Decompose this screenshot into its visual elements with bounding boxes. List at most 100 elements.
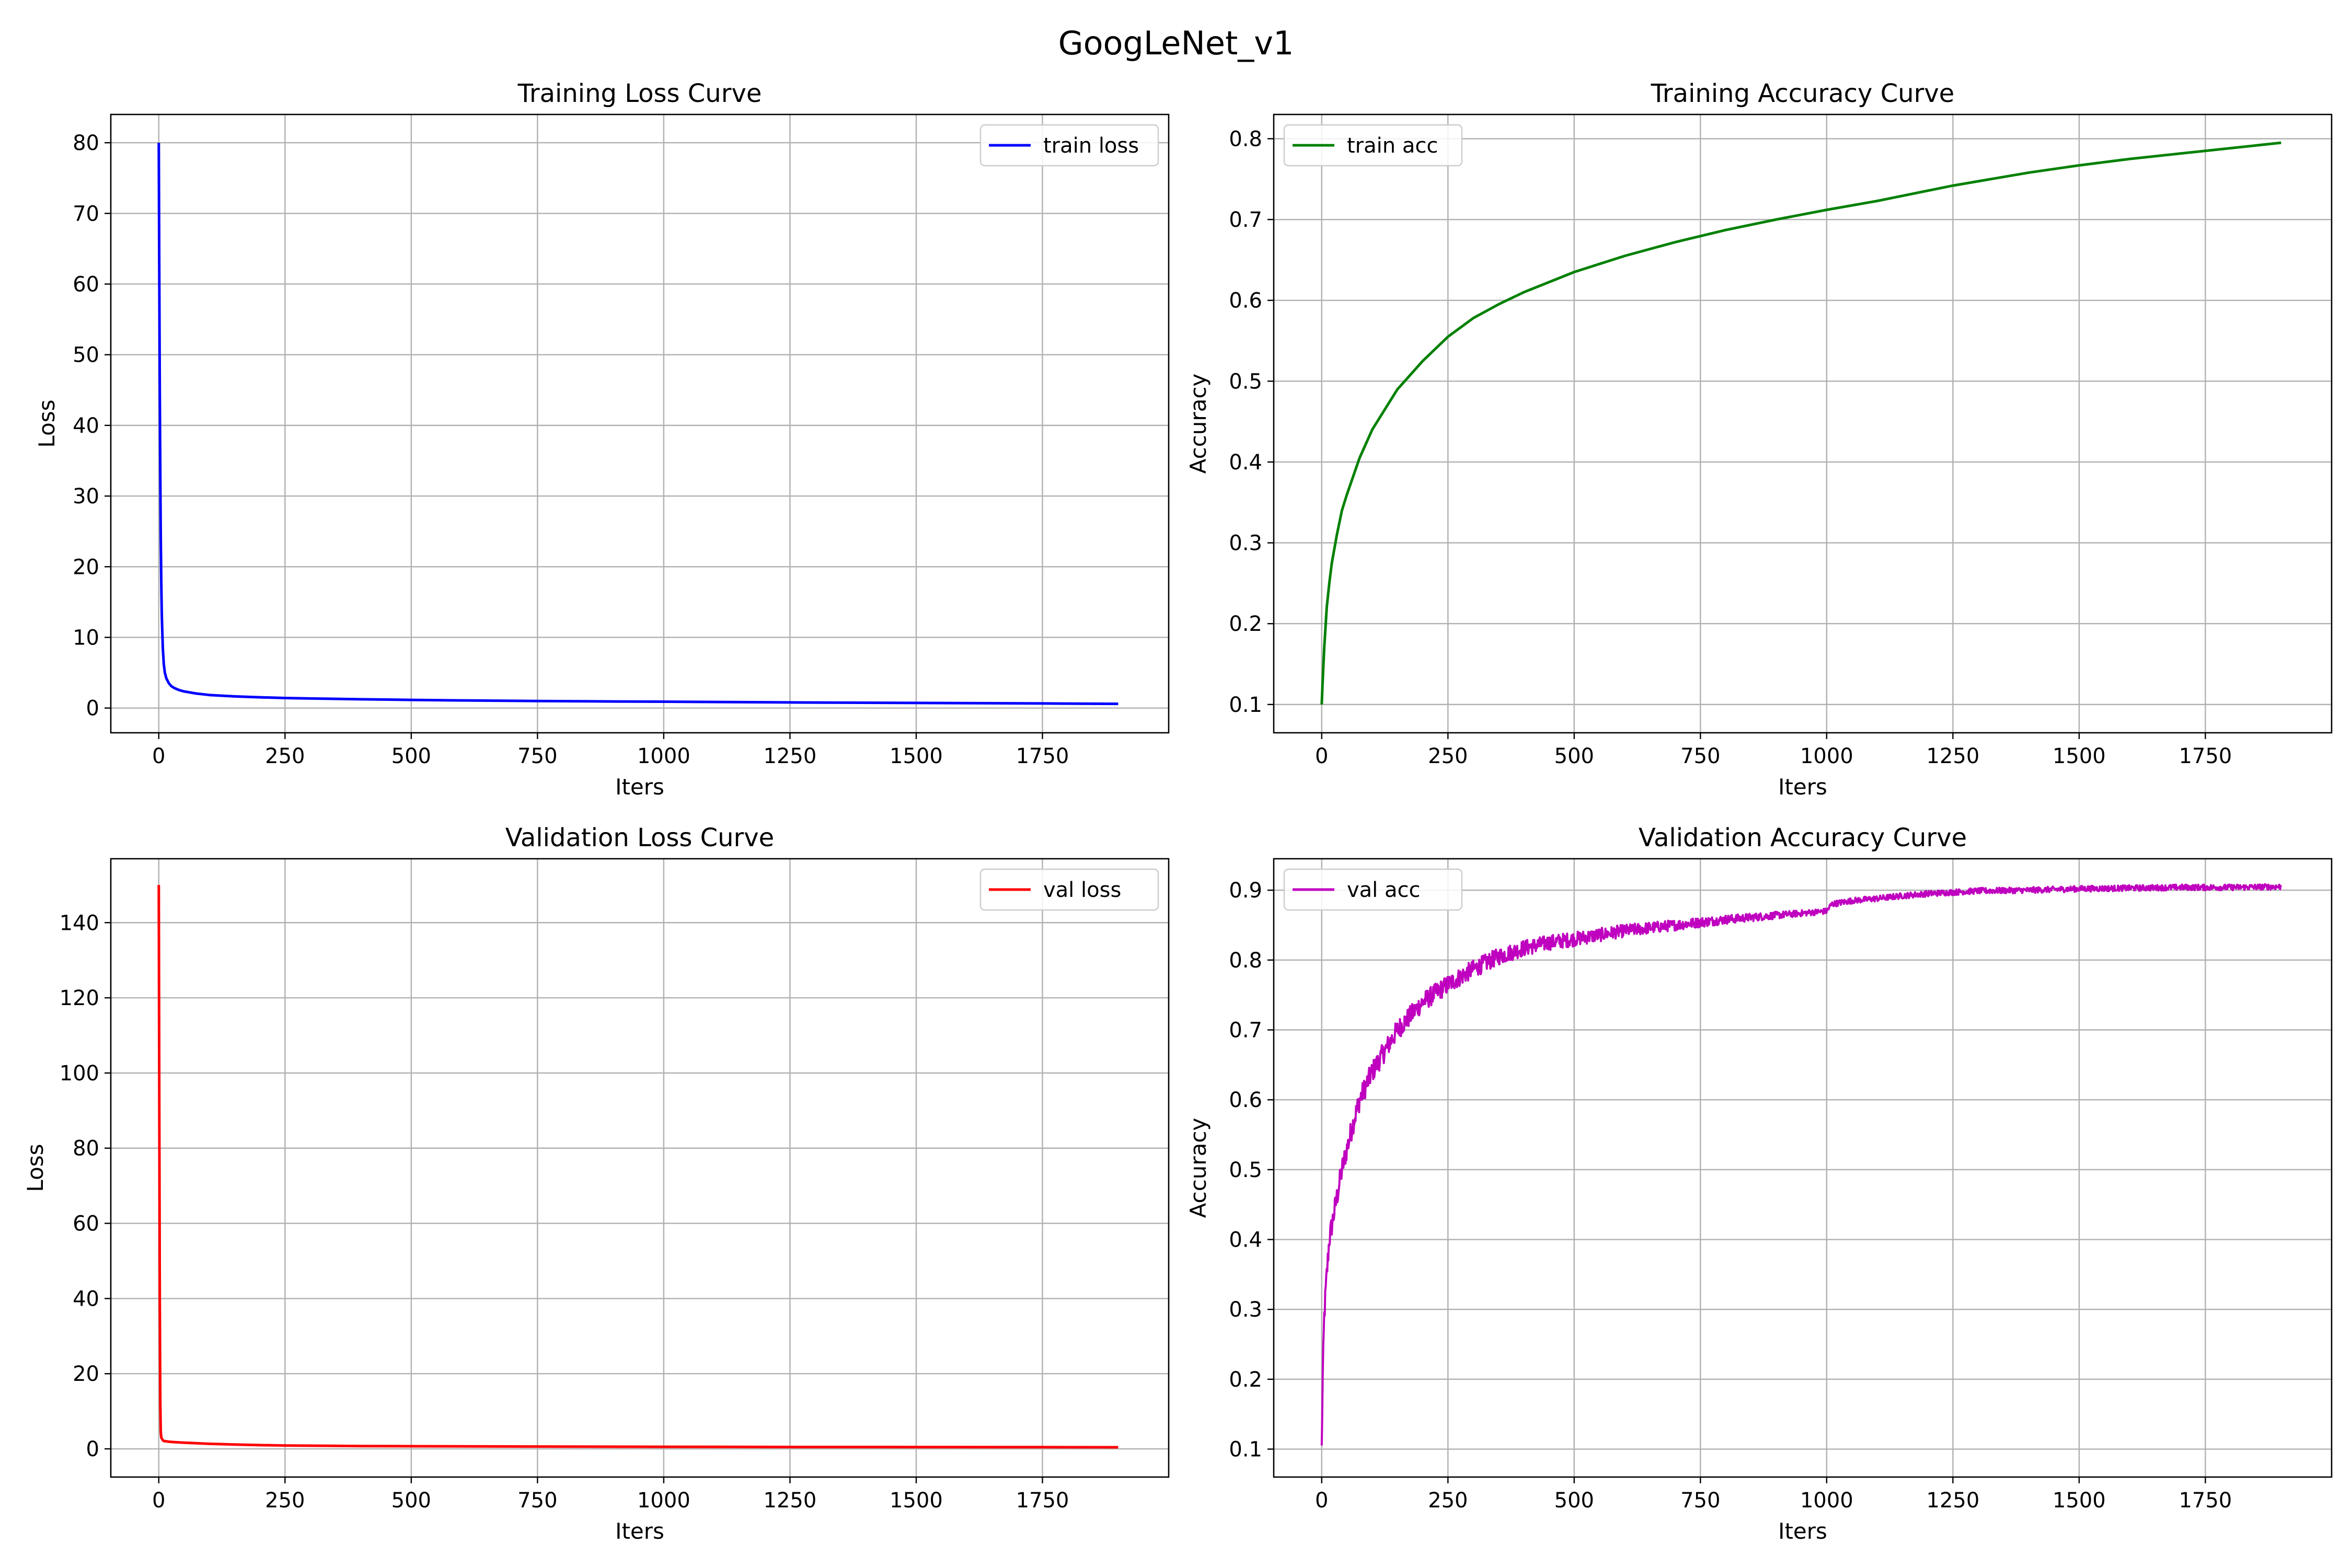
y-axis-label: Loss — [34, 399, 60, 447]
axes-frame — [1273, 113, 2333, 734]
subplot-2: 0 250 500 750 1000 1250 1500 1750 0.1 0.2 0.3 0.4 0.… — [1185, 79, 2333, 800]
y-axis-label: Loss — [22, 1144, 48, 1192]
y-tick-label: 0.1 — [1229, 1438, 1262, 1462]
x-tick-label: 1500 — [2053, 1489, 2106, 1513]
y-tick-label: 20 — [73, 1362, 99, 1386]
y-tick-label: 0.1 — [1229, 693, 1262, 717]
legend-box — [1283, 124, 1463, 167]
legend-box — [979, 868, 1159, 911]
x-tick-label: 500 — [391, 744, 431, 768]
y-tick-label: 0.8 — [1229, 949, 1262, 973]
y-tick-label: 0.6 — [1229, 1088, 1262, 1112]
y-tick-label: 0.3 — [1229, 532, 1262, 556]
series-line — [1320, 883, 2282, 1446]
x-tick-label: 0 — [1315, 744, 1328, 768]
x-tick-label: 1500 — [2053, 744, 2106, 768]
x-axis-label: Iters — [615, 1518, 664, 1544]
x-tick-label: 1750 — [1016, 1489, 1069, 1513]
y-tick-label: 0.4 — [1229, 451, 1262, 475]
legend-label: val loss — [1043, 878, 1121, 902]
y-tick-label: 0.4 — [1229, 1228, 1262, 1252]
x-tick-label: 0 — [1315, 1489, 1328, 1513]
y-tick-label: 0.3 — [1229, 1298, 1262, 1322]
legend-box — [979, 124, 1159, 167]
x-axis-label: Iters — [615, 774, 664, 800]
x-tick-label: 750 — [1680, 744, 1720, 768]
axes-frame — [110, 113, 1170, 734]
x-tick-label: 1500 — [890, 1489, 943, 1513]
series-line — [157, 885, 1119, 1449]
axes-frame — [110, 858, 1170, 1478]
legend-box — [1283, 868, 1463, 911]
y-tick-label: 0.2 — [1229, 1368, 1262, 1392]
subplot-title: Validation Loss Curve — [505, 823, 774, 852]
x-tick-label: 250 — [265, 1489, 305, 1513]
subplot-title: Training Loss Curve — [517, 79, 762, 108]
subplot-4: 0 250 500 750 1000 1250 1500 1750 0.1 0.2 0.3 0.4 0.… — [1185, 823, 2333, 1544]
y-tick-label: 80 — [73, 1137, 99, 1161]
x-tick-label: 750 — [1680, 1489, 1720, 1513]
y-tick-label: 0 — [86, 1437, 99, 1461]
x-tick-label: 750 — [517, 744, 557, 768]
y-tick-label: 60 — [73, 1212, 99, 1236]
x-tick-label: 500 — [391, 1489, 431, 1513]
x-tick-label: 1250 — [1927, 1489, 1980, 1513]
y-tick-label: 40 — [73, 414, 99, 438]
series-line — [1320, 141, 2281, 705]
x-tick-label: 1750 — [2179, 744, 2232, 768]
y-tick-label: 0.8 — [1229, 127, 1262, 151]
x-tick-label: 1250 — [764, 744, 817, 768]
subplot-title: Training Accuracy Curve — [1651, 79, 1955, 108]
x-tick-label: 1750 — [1016, 744, 1069, 768]
y-tick-label: 80 — [73, 131, 99, 155]
x-tick-label: 500 — [1554, 1489, 1594, 1513]
x-axis-label: Iters — [1778, 774, 1827, 800]
x-tick-label: 250 — [265, 744, 305, 768]
x-tick-label: 1750 — [2179, 1489, 2232, 1513]
legend-label: val acc — [1347, 878, 1421, 902]
y-tick-label: 0.6 — [1229, 289, 1262, 313]
y-tick-label: 40 — [73, 1287, 99, 1311]
y-axis-label: Accuracy — [1185, 374, 1211, 474]
x-tick-label: 250 — [1428, 744, 1468, 768]
subplot-3: 0 250 500 750 1000 1250 1500 1750 0 20 40 60 80 100 12… — [22, 823, 1170, 1544]
x-tick-label: 1000 — [637, 1489, 690, 1513]
x-tick-label: 250 — [1428, 1489, 1468, 1513]
y-tick-label: 0.5 — [1229, 370, 1262, 394]
series-line — [157, 143, 1119, 706]
y-tick-label: 70 — [73, 202, 99, 226]
x-tick-label: 1250 — [1927, 744, 1980, 768]
x-tick-label: 1500 — [890, 744, 943, 768]
x-tick-label: 1000 — [637, 744, 690, 768]
y-tick-label: 0.2 — [1229, 612, 1262, 636]
y-tick-label: 120 — [60, 986, 99, 1010]
subplot-1: 0 250 500 750 1000 1250 1500 1750 0 10 20 30 40 50 60 7… — [34, 79, 1170, 800]
y-tick-label: 50 — [73, 343, 99, 367]
x-tick-label: 1250 — [764, 1489, 817, 1513]
y-axis-label: Accuracy — [1185, 1118, 1211, 1218]
legend-label: train loss — [1043, 134, 1139, 158]
y-tick-label: 0.7 — [1229, 208, 1262, 232]
x-tick-label: 500 — [1554, 744, 1594, 768]
y-tick-label: 0.7 — [1229, 1018, 1262, 1042]
y-tick-label: 0 — [86, 697, 99, 721]
figure-title: GoogLeNet_v1 — [1058, 24, 1294, 62]
x-axis-label: Iters — [1778, 1518, 1827, 1544]
x-tick-label: 0 — [152, 1489, 165, 1513]
axes-frame — [1273, 858, 2333, 1478]
y-tick-label: 140 — [60, 911, 99, 935]
x-tick-label: 1000 — [1800, 1489, 1853, 1513]
x-tick-label: 0 — [152, 744, 165, 768]
y-tick-label: 0.5 — [1229, 1158, 1262, 1182]
subplot-title: Validation Accuracy Curve — [1639, 823, 1967, 852]
y-tick-label: 30 — [73, 485, 99, 509]
y-tick-label: 20 — [73, 555, 99, 579]
y-tick-label: 10 — [73, 626, 99, 650]
y-tick-label: 60 — [73, 272, 99, 296]
x-tick-label: 1000 — [1800, 744, 1853, 768]
x-tick-label: 750 — [517, 1489, 557, 1513]
y-tick-label: 0.9 — [1229, 879, 1262, 903]
y-tick-label: 100 — [60, 1062, 99, 1086]
